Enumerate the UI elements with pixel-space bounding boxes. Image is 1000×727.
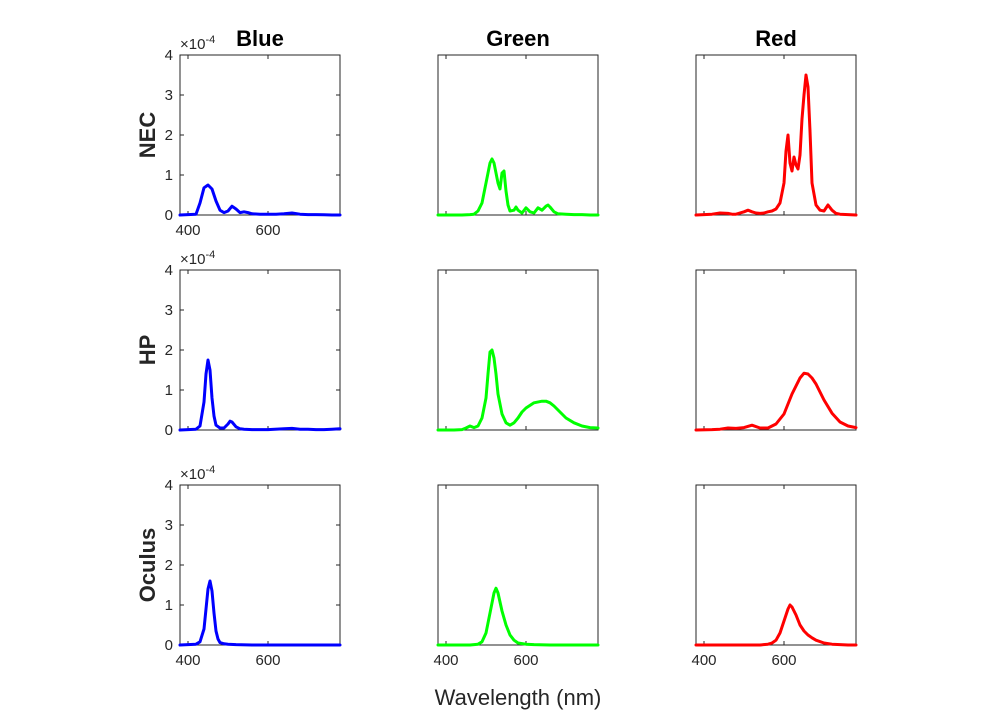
y-tick-label: 4: [165, 477, 173, 494]
series-line-nec-blue: [178, 183, 342, 217]
panel-oculus-blue: 0 1 2 3 4 ×10-4 400 600: [165, 464, 342, 669]
x-tick-label: 400: [691, 652, 716, 669]
y-tick-label: 2: [165, 342, 173, 359]
axes-box: [695, 484, 857, 646]
series-line-oculus-blue: [178, 579, 342, 647]
series-line-hp-red: [694, 371, 858, 432]
y-tick-label: 2: [165, 127, 173, 144]
row-label-nec: NEC: [135, 112, 160, 159]
panel-hp-red: [694, 269, 858, 432]
y-tick-label: 1: [165, 167, 173, 184]
axes-box: [179, 54, 341, 216]
series-line-nec-red: [694, 73, 858, 217]
x-tick-label: 600: [255, 222, 280, 239]
y-tick-label: 0: [165, 422, 173, 439]
panel-hp-green: [436, 269, 600, 432]
column-title-red: Red: [755, 26, 797, 51]
panel-nec-blue: 0 1 2 3 4 ×10-4 400 600: [165, 34, 342, 239]
row-label-hp: HP: [135, 335, 160, 366]
x-tick-label: 600: [255, 652, 280, 669]
y-tick-label: 4: [165, 47, 173, 64]
axes-box: [695, 269, 857, 431]
y-tick-label: 4: [165, 262, 173, 279]
panel-nec-red: [694, 54, 858, 217]
x-axis-label: Wavelength (nm): [435, 685, 602, 710]
y-exponent-label: ×10-4: [180, 249, 215, 268]
series-line-hp-blue: [178, 358, 342, 432]
panel-oculus-red: 400 600: [691, 484, 858, 669]
series-line-nec-green: [436, 157, 600, 217]
panels-group: Blue Green Red NEC 0 1 2 3 4 ×10-4 400 600 HP 0 1 2 3 4 ×1…: [135, 26, 858, 669]
y-exponent-label: ×10-4: [180, 464, 215, 483]
y-tick-label: 0: [165, 207, 173, 224]
y-tick-label: 3: [165, 517, 173, 534]
axes-box: [437, 484, 599, 646]
y-tick-label: 0: [165, 637, 173, 654]
y-exponent-label: ×10-4: [180, 34, 215, 53]
y-tick-label: 2: [165, 557, 173, 574]
series-line-hp-green: [436, 348, 600, 432]
x-tick-label: 600: [513, 652, 538, 669]
column-title-green: Green: [486, 26, 550, 51]
axes-box: [695, 54, 857, 216]
x-tick-label: 600: [771, 652, 796, 669]
column-title-blue: Blue: [236, 26, 284, 51]
y-tick-label: 1: [165, 382, 173, 399]
row-label-oculus: Oculus: [135, 528, 160, 603]
panel-oculus-green: 400 600: [433, 484, 600, 669]
axes-box: [179, 484, 341, 646]
panel-nec-green: [436, 54, 600, 217]
x-tick-label: 400: [175, 222, 200, 239]
panel-hp-blue: 0 1 2 3 4 ×10-4: [165, 249, 342, 439]
series-line-oculus-green: [436, 586, 600, 647]
axes-box: [437, 54, 599, 216]
x-tick-label: 400: [175, 652, 200, 669]
y-tick-label: 3: [165, 302, 173, 319]
y-tick-label: 3: [165, 87, 173, 104]
y-tick-label: 1: [165, 597, 173, 614]
x-tick-label: 400: [433, 652, 458, 669]
axes-box: [437, 269, 599, 431]
series-line-oculus-red: [694, 603, 858, 647]
